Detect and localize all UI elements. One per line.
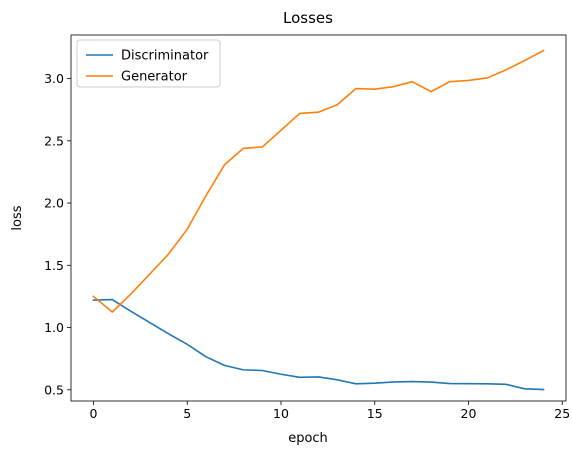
y-tick-label: 3.0	[44, 71, 64, 86]
series-lines	[92, 49, 545, 391]
series-line-generator	[92, 49, 545, 313]
legend: Discriminator Generator	[76, 39, 221, 88]
x-tick-label: 20	[461, 406, 477, 421]
x-tick-label: 15	[367, 406, 383, 421]
y-tick-label: 2.5	[44, 133, 64, 148]
x-axis-label: epoch	[288, 431, 328, 446]
plot-area-frame	[70, 34, 567, 402]
chart-title: Losses	[283, 9, 333, 27]
series-line-discriminator	[92, 298, 545, 391]
legend-label-generator: Generator	[121, 70, 188, 85]
axis-ticks: 0 5 10 15 20 25 0.5 1.0 1.5 2.0 2.5 3.0	[44, 71, 570, 421]
y-tick-label: 2.0	[44, 196, 64, 211]
y-tick-label: 0.5	[44, 382, 64, 397]
y-axis-label: loss	[10, 205, 25, 230]
x-tick-label: 0	[90, 406, 98, 421]
x-tick-label: 5	[183, 406, 191, 421]
legend-label-discriminator: Discriminator	[121, 49, 209, 64]
y-tick-label: 1.0	[44, 320, 64, 335]
x-tick-label: 10	[273, 406, 289, 421]
x-tick-label: 25	[554, 406, 570, 421]
y-tick-label: 1.5	[44, 258, 64, 273]
